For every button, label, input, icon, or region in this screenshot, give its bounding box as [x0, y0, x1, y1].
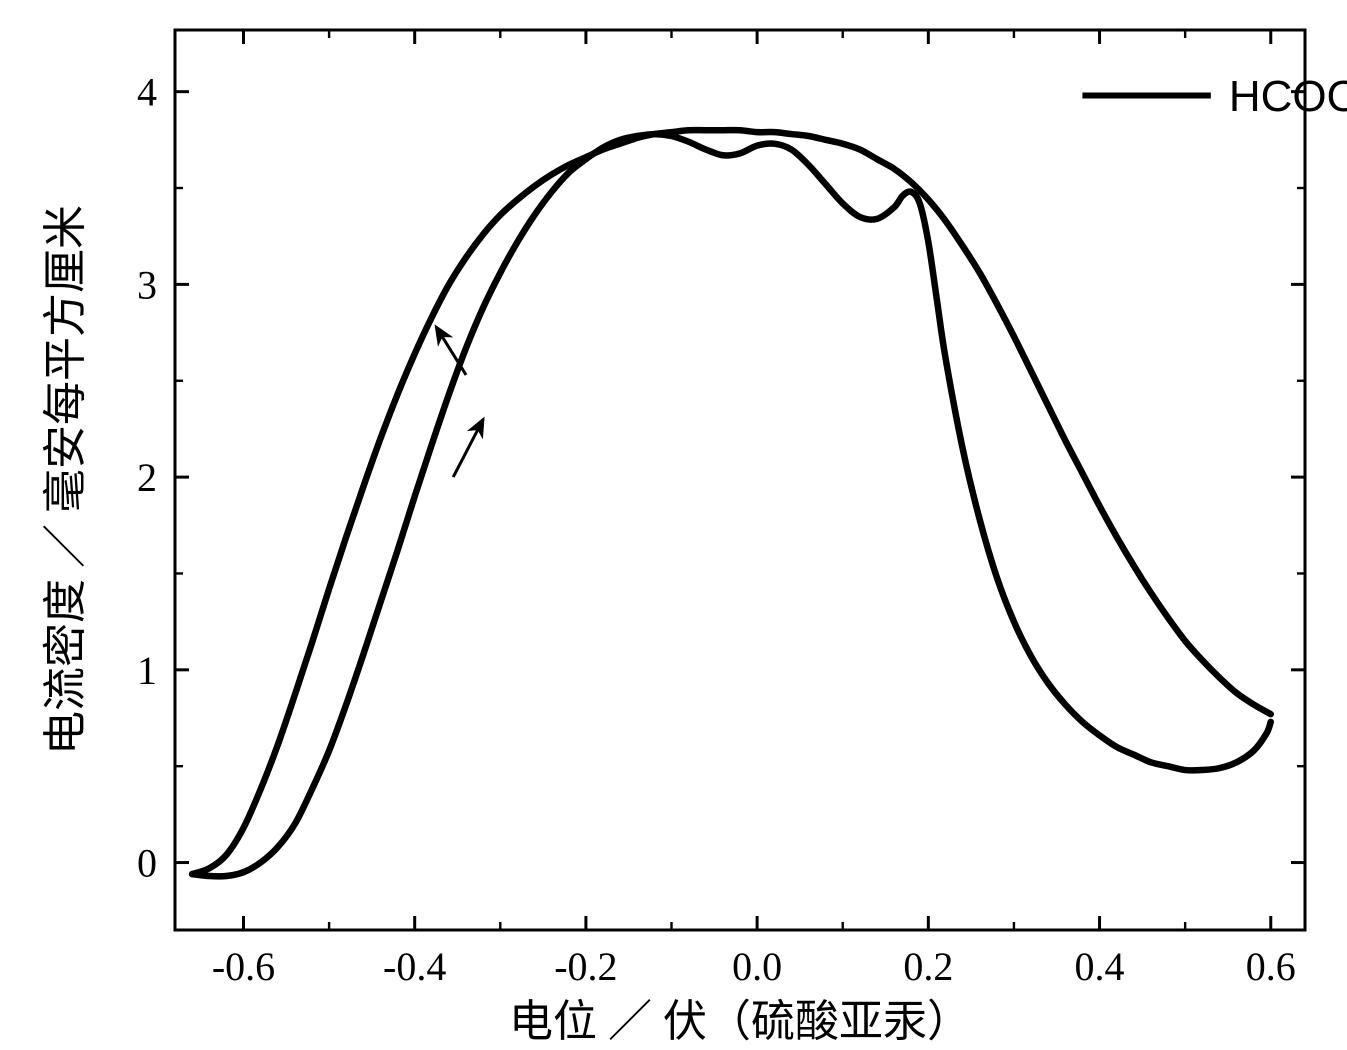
x-tick-label: 0.0	[732, 944, 782, 989]
x-tick-label: -0.6	[212, 944, 275, 989]
y-axis-label: 电流密度 ／ 毫安每平方厘米	[41, 205, 90, 755]
chart-bg	[0, 0, 1347, 1050]
legend-label: HCOOH	[1229, 72, 1347, 121]
y-tick-label: 0	[137, 841, 157, 886]
x-tick-label: -0.2	[554, 944, 617, 989]
x-tick-label: 0.4	[1075, 944, 1125, 989]
y-tick-label: 2	[137, 455, 157, 500]
x-axis-label: 电位 ／ 伏（硫酸亚汞）	[509, 997, 971, 1046]
y-tick-label: 4	[137, 70, 157, 115]
y-tick-label: 3	[137, 262, 157, 307]
x-tick-label: -0.4	[383, 944, 446, 989]
x-tick-label: 0.6	[1246, 944, 1296, 989]
cv-chart: -0.6 -0.4 -0.2 0.0 0.2 0.4 0.6 0 1 2 3 4 电位 ／ 伏（硫酸亚汞…	[0, 0, 1347, 1050]
x-tick-label: 0.2	[903, 944, 953, 989]
y-tick-label: 1	[137, 648, 157, 693]
